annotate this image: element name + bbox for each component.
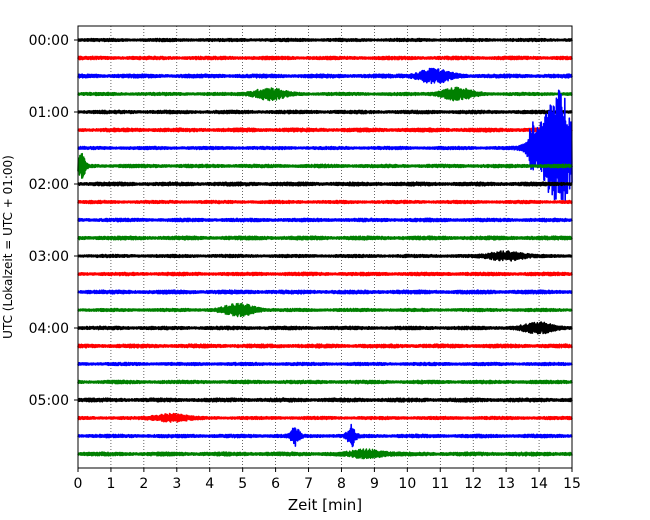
trace-line xyxy=(77,199,573,205)
x-axis: 0 1 2 3 4 5 6 7 8 9 10 11 12 13 14 15 xyxy=(74,468,581,492)
trace-line xyxy=(77,271,573,277)
x-tick-label: 1 xyxy=(106,476,115,492)
x-tick-label: 5 xyxy=(238,476,247,492)
trace-line xyxy=(77,127,573,133)
trace-line xyxy=(77,250,573,262)
x-axis-label: Zeit [min] xyxy=(288,496,362,514)
y-tick-label: 01:00 xyxy=(29,105,69,121)
trace-line xyxy=(77,235,573,241)
trace-line xyxy=(77,321,573,335)
x-tick-label: 3 xyxy=(172,476,181,492)
trace-line xyxy=(77,217,573,223)
plot-frame xyxy=(77,25,573,469)
x-tick-label: 13 xyxy=(497,476,515,492)
x-tick-label: 8 xyxy=(337,476,346,492)
y-tick-label: 05:00 xyxy=(29,393,69,409)
trace-line xyxy=(77,412,573,423)
trace-line xyxy=(77,152,573,179)
x-tick-label: 9 xyxy=(370,476,379,492)
trace-line xyxy=(77,181,573,187)
x-tick-label: 14 xyxy=(530,476,548,492)
x-tick-label: 7 xyxy=(304,476,313,492)
trace-line xyxy=(77,89,573,202)
trace-line xyxy=(77,361,573,367)
trace-line xyxy=(77,86,573,102)
x-tick-label: 15 xyxy=(563,476,581,492)
trace-line xyxy=(77,448,573,460)
trace-line xyxy=(77,302,573,318)
trace-line xyxy=(77,55,573,61)
trace-line xyxy=(77,423,573,448)
trace-line xyxy=(77,37,573,43)
y-tick-label: 02:00 xyxy=(29,177,69,193)
x-tick-label: 4 xyxy=(205,476,214,492)
x-tick-label: 6 xyxy=(271,476,280,492)
trace-line xyxy=(77,397,573,403)
trace-line xyxy=(77,379,573,385)
x-tick-label: 10 xyxy=(398,476,416,492)
y-tick-label: 00:00 xyxy=(29,33,69,49)
y-axis-label: UTC (Lokalzeit = UTC + 01:00) xyxy=(1,155,15,339)
y-axis: 00:00 01:00 02:00 03:00 04:00 05:00 xyxy=(29,33,78,409)
x-tick-label: 0 xyxy=(74,476,83,492)
x-tick-label: 2 xyxy=(139,476,148,492)
x-tick-label: 11 xyxy=(431,476,449,492)
trace-line xyxy=(77,289,573,295)
trace-line xyxy=(77,67,573,85)
trace-line xyxy=(77,109,573,115)
y-tick-label: 03:00 xyxy=(29,249,69,265)
seismic-traces xyxy=(77,37,573,460)
trace-line xyxy=(77,343,573,349)
x-tick-label: 12 xyxy=(464,476,482,492)
y-tick-label: 04:00 xyxy=(29,321,69,337)
